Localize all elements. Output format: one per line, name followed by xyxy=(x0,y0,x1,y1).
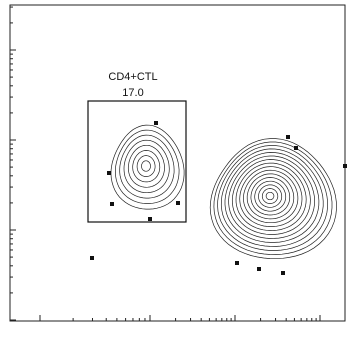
contour-line xyxy=(261,188,279,204)
contour-line xyxy=(119,134,175,199)
contour-line xyxy=(235,162,307,231)
event-dot xyxy=(294,146,298,150)
contour-line xyxy=(265,191,275,201)
contour-line xyxy=(220,148,324,247)
event-dot xyxy=(148,217,152,221)
contour-line xyxy=(243,169,299,224)
event-dot xyxy=(257,267,261,271)
contour-line xyxy=(239,166,303,227)
gate xyxy=(87,100,187,223)
event-dot xyxy=(107,171,111,175)
contour-line xyxy=(258,184,283,208)
event-dot xyxy=(343,164,347,168)
contour-line xyxy=(110,124,185,210)
event-dot xyxy=(281,271,285,275)
contour-line xyxy=(228,155,315,239)
contour-line xyxy=(250,177,291,216)
contour-line xyxy=(127,144,165,188)
contour-line xyxy=(254,180,287,212)
contour-line xyxy=(217,145,328,251)
gate-name: CD4+CTL xyxy=(108,71,157,83)
contour-line xyxy=(136,155,156,177)
event-dot xyxy=(110,202,114,206)
contour-line xyxy=(115,129,180,204)
event-dot xyxy=(90,256,94,260)
contour-line xyxy=(224,152,320,243)
axes xyxy=(10,6,321,321)
contour-line xyxy=(231,159,311,235)
contour-line xyxy=(141,160,151,172)
contour-line xyxy=(246,173,295,220)
gate-label: 17.0 xyxy=(122,87,143,99)
event-dot xyxy=(176,201,180,205)
event-dot xyxy=(235,261,239,265)
plot-frame xyxy=(9,4,346,322)
contours xyxy=(90,121,347,275)
event-dot xyxy=(286,135,290,139)
contour-line xyxy=(123,139,170,194)
contour-line xyxy=(132,150,161,183)
contour-line xyxy=(209,138,337,260)
event-dot xyxy=(154,121,158,125)
